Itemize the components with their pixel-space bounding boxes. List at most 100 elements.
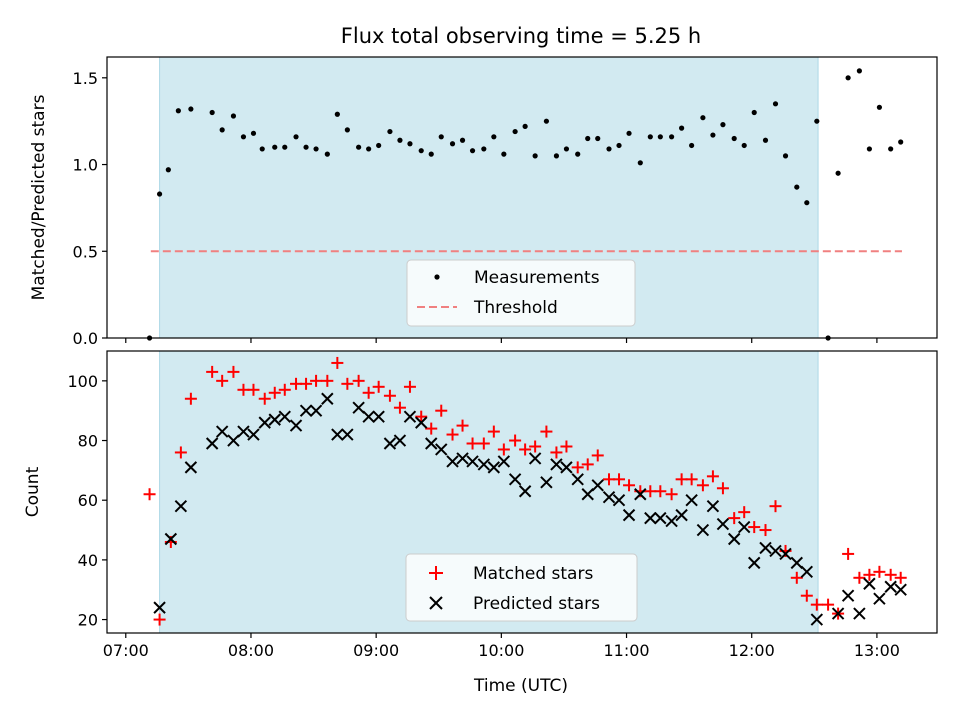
- matched-star-point: [644, 485, 657, 498]
- matched-star-point: [497, 443, 510, 456]
- matched-star-point: [529, 440, 542, 453]
- predicted-mark-b: [372, 410, 385, 423]
- predicted-mark-b: [341, 428, 354, 441]
- matched-star-point: [206, 365, 219, 378]
- predicted-mark-b: [591, 479, 604, 492]
- measurement-point: [710, 132, 716, 138]
- predicted-star-point: [518, 485, 532, 498]
- matched-star-point: [237, 383, 250, 396]
- matched-star-point: [456, 419, 469, 432]
- matched-star-point: [466, 437, 479, 450]
- matched-star-point: [310, 374, 323, 387]
- matched-star-point: [268, 386, 281, 399]
- measurement-point: [679, 125, 685, 131]
- predicted-star-point: [403, 410, 417, 423]
- predicted-mark-b: [810, 613, 824, 626]
- predicted-star-point: [634, 488, 647, 501]
- predicted-star-point: [863, 577, 876, 590]
- predicted-star-point: [622, 508, 636, 522]
- legend-threshold-label: Threshold: [473, 298, 558, 318]
- matched-star-point: [278, 383, 291, 396]
- predicted-mark-b: [466, 455, 479, 468]
- predicted-star-point: [528, 452, 542, 465]
- measurement-point: [866, 146, 872, 152]
- measurement-point: [657, 134, 663, 140]
- predicted-mark-b: [518, 485, 532, 498]
- matched-star-point: [706, 470, 719, 483]
- predicted-star-point: [550, 458, 563, 471]
- predicted-mark-b: [362, 410, 375, 423]
- matched-star-point: [174, 446, 187, 459]
- measurement-point: [397, 137, 403, 143]
- predicted-star-point: [487, 461, 501, 474]
- x-tick-label: 11:00: [603, 641, 649, 660]
- matched-star-point: [853, 571, 866, 584]
- measurement-point: [741, 142, 747, 149]
- measurement-point: [888, 146, 894, 152]
- matched-star-point: [143, 488, 156, 501]
- measurement-point: [856, 68, 862, 74]
- predicted-mark-b: [894, 583, 907, 596]
- ratio-panel: 0.0 0.5 1.0 1.5 Matched/Predicted stars Mea…: [29, 56, 938, 348]
- predicted-mark-b: [456, 452, 469, 465]
- predicted-mark-b: [748, 556, 761, 570]
- measurement-point: [387, 128, 393, 135]
- predicted-mark-b: [738, 520, 751, 534]
- measurement-point: [428, 151, 434, 157]
- predicted-mark-b: [174, 499, 188, 513]
- predicted-star-point: [571, 473, 584, 486]
- measurement-point: [689, 142, 695, 149]
- measurement-point: [669, 134, 675, 140]
- predicted-mark-b: [352, 401, 365, 414]
- legend-measurements-label: Measurements: [474, 268, 600, 288]
- matched-star-point: [696, 479, 709, 492]
- count-legend-box: [405, 553, 638, 622]
- predicted-star-point: [508, 473, 522, 486]
- matched-star-point: [216, 374, 229, 387]
- predicted-mark-b: [675, 508, 688, 522]
- predicted-mark-b: [769, 544, 782, 558]
- predicted-star-point: [675, 508, 688, 522]
- predicted-star-point: [706, 499, 720, 513]
- measurement-point: [230, 113, 237, 119]
- predicted-mark-b: [685, 493, 698, 507]
- matched-star-point: [685, 473, 698, 486]
- measurement-point: [282, 144, 288, 150]
- predicted-star-point: [853, 607, 866, 620]
- predicted-mark-b: [215, 425, 229, 438]
- measurement-point: [585, 135, 591, 142]
- predicted-star-point: [644, 511, 657, 525]
- matched-star-point: [675, 473, 688, 486]
- measurement-point: [845, 75, 851, 81]
- predicted-star-point: [884, 580, 897, 593]
- x-tick-label: 09:00: [353, 641, 399, 660]
- matched-star-point: [571, 461, 584, 474]
- measurement-point: [209, 109, 215, 116]
- measurement-point: [731, 135, 737, 142]
- matched-star-point: [842, 547, 855, 560]
- predicted-mark-b: [644, 511, 657, 525]
- predicted-mark-b: [622, 508, 636, 522]
- matched-star-point: [393, 401, 406, 414]
- y-tick-label: 0.0: [73, 329, 98, 348]
- predicted-mark-b: [528, 452, 542, 465]
- predicted-mark-b: [884, 580, 897, 593]
- predicted-star-point: [727, 532, 741, 546]
- matched-star-point: [716, 482, 729, 495]
- measurement-point: [501, 151, 507, 157]
- count-panel-frame: [106, 350, 938, 634]
- predicted-star-point: [362, 410, 375, 423]
- matched-star-point: [884, 568, 897, 581]
- matched-star-point: [403, 380, 416, 393]
- predicted-star-point: [268, 413, 281, 426]
- predicted-star-point: [237, 425, 250, 438]
- predicted-mark-b: [487, 461, 501, 474]
- predicted-mark-b: [571, 473, 584, 486]
- measurement-point: [459, 137, 466, 143]
- matched-star-point: [227, 365, 240, 378]
- predicted-star-point: [393, 434, 407, 447]
- predicted-star-point: [602, 491, 616, 504]
- matched-star-point: [258, 392, 271, 405]
- predicted-star-point: [309, 404, 323, 417]
- predicted-star-point: [205, 437, 219, 450]
